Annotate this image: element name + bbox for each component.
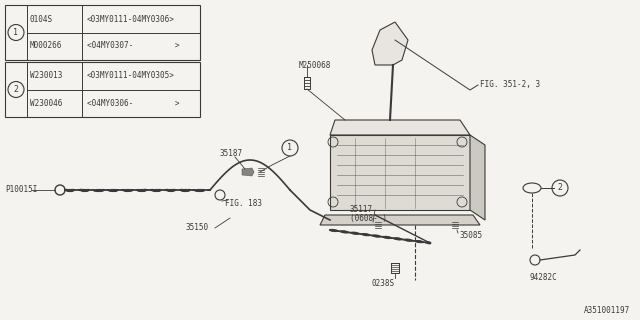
Polygon shape [242,168,254,176]
Bar [5,5,200,60]
Text: P10015I: P10015I [5,186,37,195]
Text: 2: 2 [557,183,563,193]
Text: <04MY0307-         >: <04MY0307- > [87,42,179,51]
Polygon shape [330,120,470,135]
Text: 1: 1 [287,143,292,153]
Text: 1: 1 [13,28,19,37]
Text: FIG. 183: FIG. 183 [225,198,262,207]
Polygon shape [470,135,485,220]
Polygon shape [372,22,408,65]
Text: 35150: 35150 [185,223,208,233]
Text: 2: 2 [13,85,19,94]
Text: 94282C: 94282C [530,274,557,283]
Text: M000266: M000266 [30,42,62,51]
Text: 35187: 35187 [220,149,243,158]
Text: FIG. 351-2, 3: FIG. 351-2, 3 [480,81,540,90]
Polygon shape [320,215,480,225]
Text: <03MY0111-04MY0306>: <03MY0111-04MY0306> [87,14,175,23]
Text: 35085: 35085 [460,230,483,239]
Text: W230046: W230046 [30,99,62,108]
Text: W230013: W230013 [30,71,62,81]
Text: <04MY0306-         >: <04MY0306- > [87,99,179,108]
Text: M250068: M250068 [299,60,332,69]
Bar [5,62,200,117]
Text: 35117: 35117 [350,205,373,214]
Polygon shape [330,135,470,210]
Text: (0608- ): (0608- ) [350,213,387,222]
Text: A351001197: A351001197 [584,306,630,315]
Text: 0104S: 0104S [30,14,53,23]
Text: <03MY0111-04MY0305>: <03MY0111-04MY0305> [87,71,175,81]
Text: 0238S: 0238S [371,278,395,287]
